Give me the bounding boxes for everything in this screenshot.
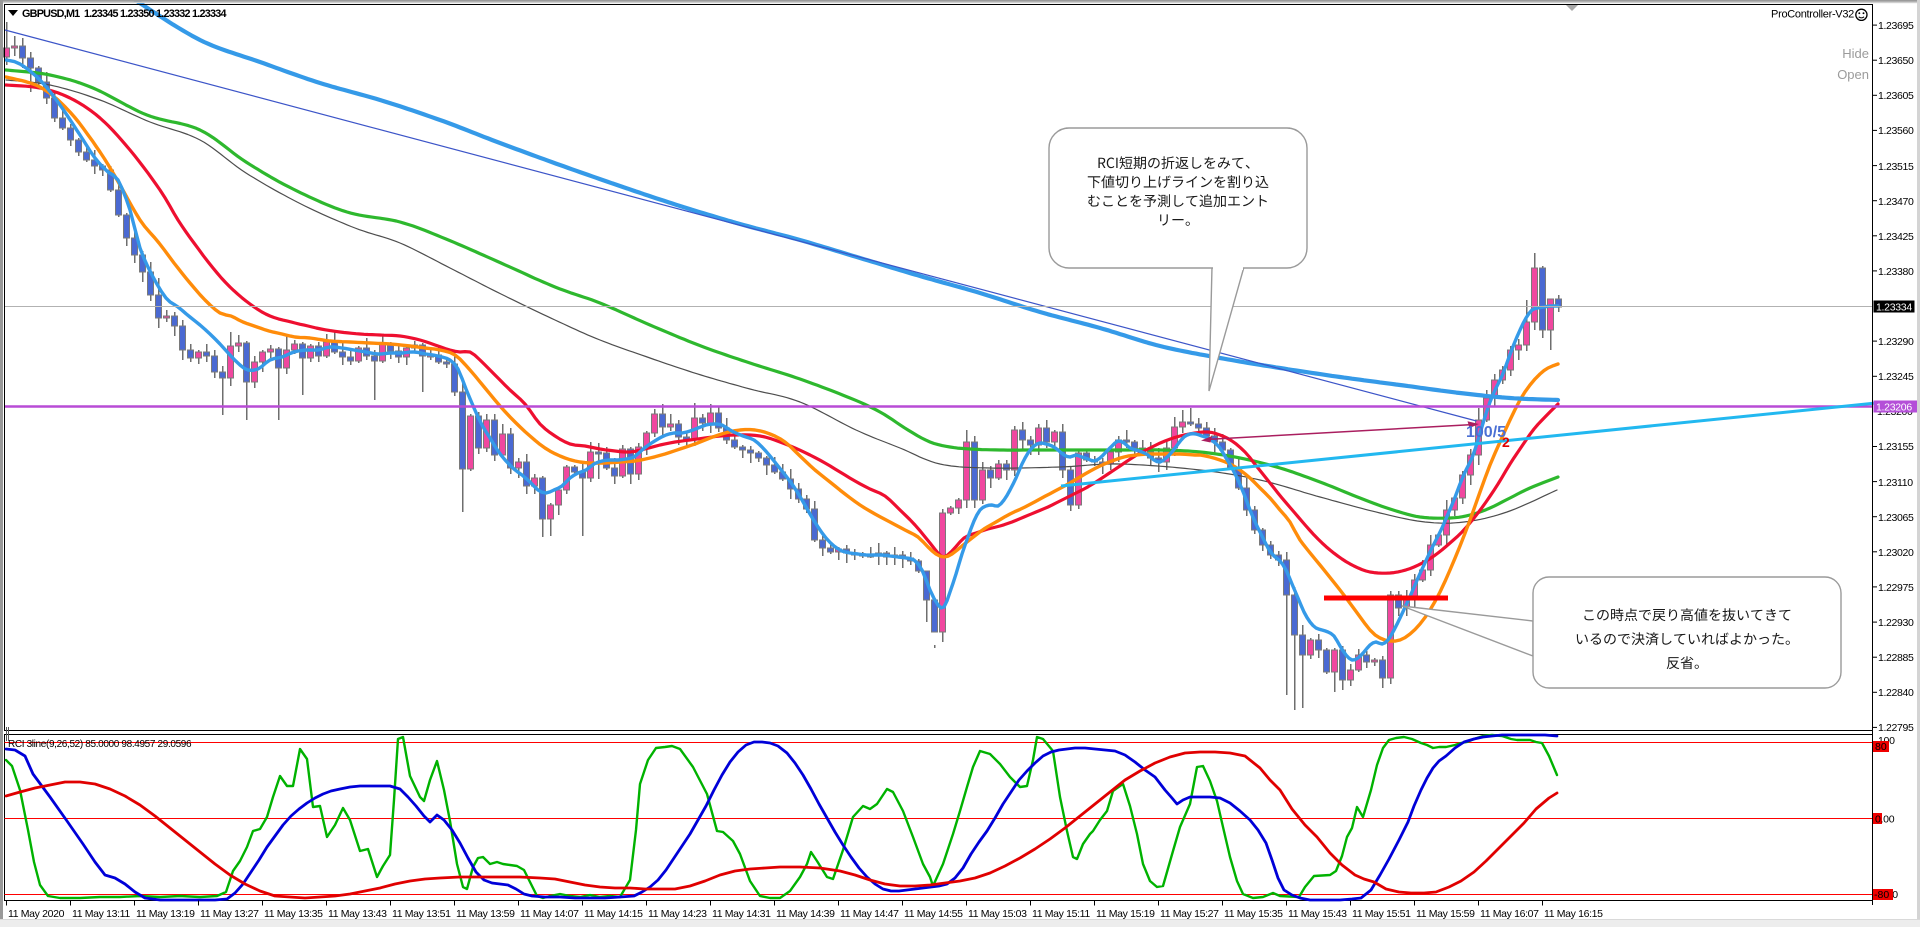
svg-text:1.23065: 1.23065 xyxy=(1878,512,1914,524)
svg-text:80: 80 xyxy=(1875,741,1887,753)
svg-text:11 May 13:43: 11 May 13:43 xyxy=(328,908,387,920)
svg-text:1.23470: 1.23470 xyxy=(1878,196,1914,208)
svg-text:1.22885: 1.22885 xyxy=(1878,652,1914,664)
svg-text:11 May 13:35: 11 May 13:35 xyxy=(264,908,323,920)
svg-text:11 May 13:51: 11 May 13:51 xyxy=(392,908,451,920)
svg-text:1.22795: 1.22795 xyxy=(1878,722,1914,734)
svg-text:11 May 14:39: 11 May 14:39 xyxy=(776,908,835,920)
svg-text:ProController-V32: ProController-V32 xyxy=(1771,9,1854,21)
svg-text:11 May 15:35: 11 May 15:35 xyxy=(1224,908,1283,920)
svg-text:11 May 14:15: 11 May 14:15 xyxy=(584,908,643,920)
svg-text:1.23245: 1.23245 xyxy=(1878,371,1914,383)
svg-text:1.23605: 1.23605 xyxy=(1878,90,1914,102)
svg-text:Hide: Hide xyxy=(1842,46,1869,61)
svg-text:Open: Open xyxy=(1837,67,1869,82)
svg-text:1.22840: 1.22840 xyxy=(1878,687,1914,699)
svg-text:1.22975: 1.22975 xyxy=(1878,582,1914,594)
svg-text:11 May 15:03: 11 May 15:03 xyxy=(968,908,1027,920)
svg-text:1.23425: 1.23425 xyxy=(1878,231,1914,243)
svg-text:11 May 15:51: 11 May 15:51 xyxy=(1352,908,1411,920)
svg-text:11 May 14:07: 11 May 14:07 xyxy=(520,908,579,920)
svg-text:1.23560: 1.23560 xyxy=(1878,125,1914,137)
svg-text:11 May 15:11: 11 May 15:11 xyxy=(1032,908,1090,920)
svg-text:11 May 14:23: 11 May 14:23 xyxy=(648,908,707,920)
svg-text:1.23020: 1.23020 xyxy=(1878,547,1914,559)
svg-text:11 May 14:47: 11 May 14:47 xyxy=(840,908,899,920)
svg-text:11 May 13:27: 11 May 13:27 xyxy=(200,908,259,920)
svg-text:1.22930: 1.22930 xyxy=(1878,617,1914,629)
svg-text:1.23695: 1.23695 xyxy=(1878,20,1914,32)
svg-text:11 May 2020: 11 May 2020 xyxy=(8,908,65,920)
svg-text:1.23110: 1.23110 xyxy=(1878,477,1913,489)
svg-text:11 May 16:15: 11 May 16:15 xyxy=(1544,908,1603,920)
svg-text:-80: -80 xyxy=(1874,889,1889,901)
svg-text:11 May 13:11: 11 May 13:11 xyxy=(72,908,130,920)
svg-text:1.23206: 1.23206 xyxy=(1876,402,1912,414)
svg-text:11 May 13:19: 11 May 13:19 xyxy=(136,908,195,920)
svg-text:11 May 15:19: 11 May 15:19 xyxy=(1096,908,1155,920)
svg-text:11 May 15:27: 11 May 15:27 xyxy=(1160,908,1219,920)
svg-text:11 May 15:43: 11 May 15:43 xyxy=(1288,908,1347,920)
svg-text:11 May 16:07: 11 May 16:07 xyxy=(1480,908,1539,920)
svg-text:1.23515: 1.23515 xyxy=(1878,161,1914,173)
svg-text:1.23290: 1.23290 xyxy=(1878,336,1914,348)
svg-text:11 May 14:55: 11 May 14:55 xyxy=(904,908,963,920)
svg-text:1.23334: 1.23334 xyxy=(1876,302,1912,314)
svg-text:11 May 14:31: 11 May 14:31 xyxy=(712,908,771,920)
svg-text:1.23650: 1.23650 xyxy=(1878,55,1914,67)
svg-text:1.23380: 1.23380 xyxy=(1878,266,1914,278)
svg-text:0.00: 0.00 xyxy=(1875,814,1895,826)
svg-text:100/5: 100/5 xyxy=(1466,424,1506,441)
svg-text:RCI 3line(9,26,52) 85.0000 98.: RCI 3line(9,26,52) 85.0000 98.4957 29.05… xyxy=(8,739,192,750)
svg-text:GBPUSD,M1 1.23345 1.23350 1.2: GBPUSD,M1 1.23345 1.23350 1.23332 1.2333… xyxy=(22,8,227,20)
svg-text:2: 2 xyxy=(1502,434,1510,450)
svg-text:1.23155: 1.23155 xyxy=(1878,441,1914,453)
svg-text:11 May 13:59: 11 May 13:59 xyxy=(456,908,515,920)
svg-text:11 May 15:59: 11 May 15:59 xyxy=(1416,908,1475,920)
